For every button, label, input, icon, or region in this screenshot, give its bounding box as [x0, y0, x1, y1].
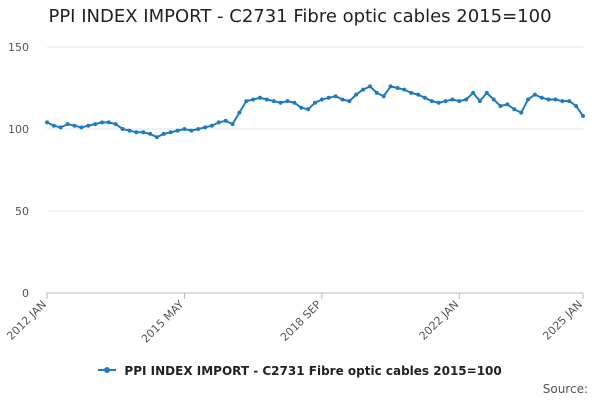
data-point[interactable] [306, 107, 311, 112]
data-point[interactable] [374, 90, 379, 95]
data-point[interactable] [519, 110, 524, 115]
x-tick-label: 2022 JAN [417, 298, 462, 343]
series-layer [45, 84, 585, 140]
data-point[interactable] [161, 131, 166, 136]
data-point[interactable] [436, 100, 441, 105]
data-point[interactable] [127, 128, 132, 133]
x-tick-label: 2015 MAY [139, 298, 187, 346]
data-point[interactable] [278, 100, 283, 105]
data-point[interactable] [553, 97, 558, 102]
data-point[interactable] [134, 130, 139, 135]
data-point[interactable] [546, 97, 551, 102]
x-tick-label: 2018 SEP [278, 298, 324, 344]
data-point[interactable] [326, 95, 331, 100]
data-point[interactable] [251, 97, 256, 102]
y-tick-label: 150 [8, 41, 29, 54]
data-point[interactable] [223, 118, 228, 123]
data-point[interactable] [86, 123, 91, 128]
data-point[interactable] [182, 127, 187, 131]
data-point[interactable] [45, 120, 49, 125]
data-point[interactable] [443, 99, 448, 104]
legend[interactable]: PPI INDEX IMPORT - C2731 Fibre optic cab… [0, 364, 600, 378]
data-point[interactable] [471, 90, 476, 95]
data-point[interactable] [313, 100, 317, 105]
data-point[interactable] [388, 84, 393, 89]
y-tick-label: 0 [22, 287, 29, 300]
data-point[interactable] [154, 135, 159, 140]
data-point[interactable] [58, 125, 63, 130]
data-point[interactable] [381, 94, 386, 99]
data-point[interactable] [141, 130, 146, 135]
data-point[interactable] [422, 95, 427, 100]
legend-swatch [98, 366, 117, 373]
data-point[interactable] [79, 125, 84, 130]
data-point[interactable] [512, 107, 517, 112]
y-tick-label: 100 [8, 123, 29, 136]
data-point[interactable] [560, 99, 565, 104]
data-point[interactable] [189, 128, 194, 133]
data-point[interactable] [319, 97, 324, 102]
data-point[interactable] [429, 99, 434, 104]
data-point[interactable] [450, 97, 455, 102]
data-point[interactable] [285, 99, 290, 104]
data-point[interactable] [196, 127, 201, 131]
data-point[interactable] [120, 127, 125, 131]
data-point[interactable] [395, 86, 400, 90]
data-point[interactable] [65, 122, 70, 127]
data-point[interactable] [532, 92, 537, 97]
data-point[interactable] [264, 97, 269, 102]
data-point[interactable] [237, 110, 242, 115]
data-point[interactable] [168, 130, 173, 135]
data-point[interactable] [271, 99, 276, 104]
data-point[interactable] [148, 131, 153, 136]
data-point[interactable] [464, 97, 469, 102]
data-point[interactable] [457, 99, 462, 104]
data-point[interactable] [526, 97, 530, 102]
data-point[interactable] [113, 122, 118, 127]
data-point[interactable] [416, 92, 421, 97]
data-point[interactable] [477, 99, 482, 104]
data-point[interactable] [333, 94, 338, 99]
data-point[interactable] [244, 99, 249, 104]
data-point[interactable] [51, 123, 56, 128]
data-point[interactable] [258, 95, 262, 100]
data-point[interactable] [340, 97, 345, 102]
data-point[interactable] [106, 120, 111, 125]
data-point[interactable] [292, 100, 297, 105]
data-point[interactable] [567, 99, 572, 104]
series-line [46, 85, 584, 139]
grid-lines [47, 46, 583, 294]
data-point[interactable] [72, 123, 77, 128]
data-point[interactable] [409, 90, 414, 95]
data-point[interactable] [574, 104, 579, 108]
axes: 0 50 100 150 2012 JAN 2015 MAY 2018 SEP 2022 JA… [4, 41, 585, 346]
chart-title: PPI INDEX IMPORT - C2731 Fibre optic cab… [48, 6, 552, 27]
data-point[interactable] [581, 113, 585, 118]
data-point[interactable] [402, 87, 407, 92]
data-point[interactable] [347, 99, 352, 104]
y-tick-label: 50 [15, 205, 29, 218]
data-point[interactable] [361, 87, 366, 92]
data-point[interactable] [209, 123, 214, 128]
data-point[interactable] [539, 95, 544, 100]
source-label: Source: [542, 382, 588, 396]
data-point[interactable] [491, 97, 496, 102]
data-point[interactable] [230, 122, 235, 127]
data-point[interactable] [93, 122, 98, 127]
data-point[interactable] [216, 120, 221, 125]
x-tick-label: 2025 JAN [540, 298, 585, 343]
data-point[interactable] [100, 120, 104, 125]
x-tick-label: 2012 JAN [4, 298, 49, 343]
data-point[interactable] [484, 90, 489, 95]
data-point[interactable] [505, 102, 510, 107]
data-point[interactable] [368, 84, 372, 89]
legend-label: PPI INDEX IMPORT - C2731 Fibre optic cab… [124, 364, 502, 378]
data-point[interactable] [175, 128, 180, 133]
data-point[interactable] [354, 92, 359, 97]
data-point[interactable] [498, 104, 503, 108]
data-point[interactable] [299, 105, 304, 110]
data-point[interactable] [203, 125, 208, 130]
